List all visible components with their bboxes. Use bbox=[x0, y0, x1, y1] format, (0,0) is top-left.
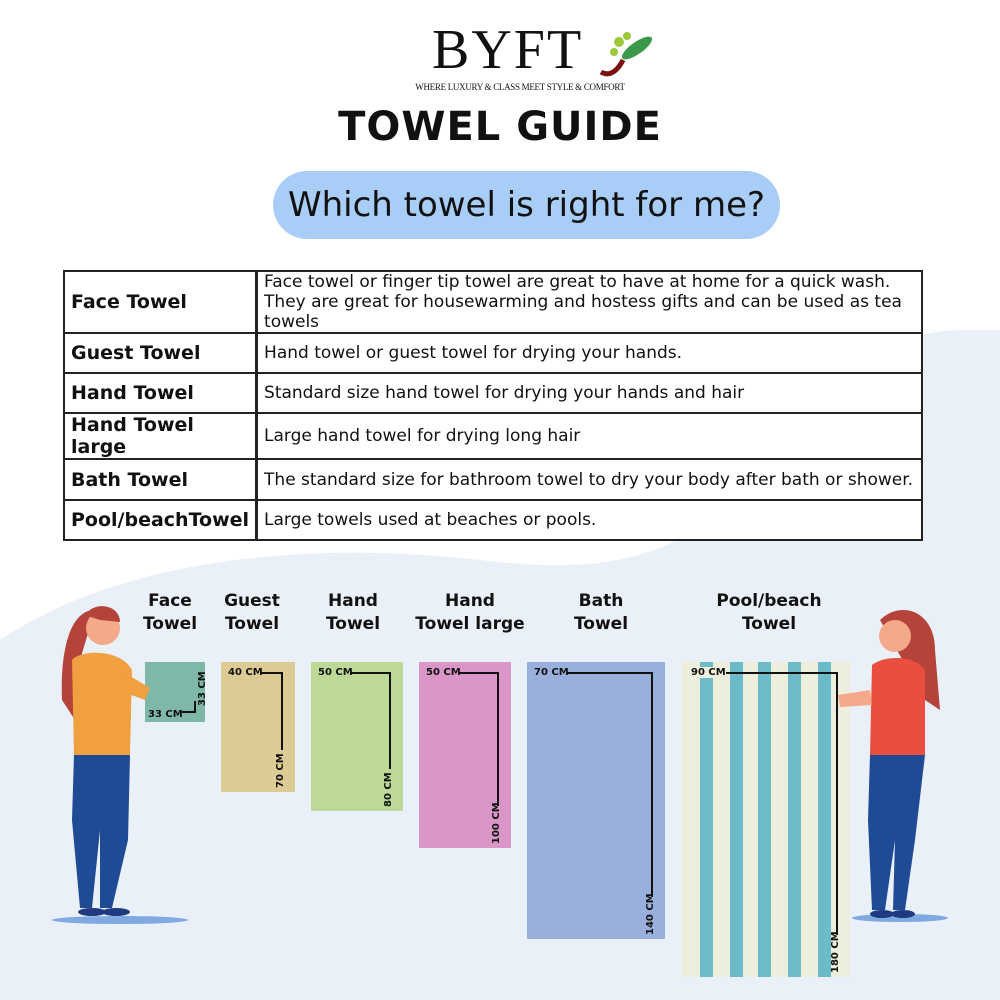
towel-name: Guest Towel bbox=[63, 332, 259, 374]
towel-label-line2: Towel bbox=[325, 614, 381, 634]
dimension-line bbox=[389, 672, 391, 769]
towel-5: 90 CM 180 CM bbox=[682, 662, 850, 977]
towel-label-line2: Towel large bbox=[415, 614, 525, 634]
towel-stripe bbox=[730, 662, 743, 977]
towel-0: 33 CM 33 CM bbox=[145, 662, 208, 722]
towel-4: 70 CM 140 CM bbox=[527, 662, 665, 939]
towel-label-line2: Towel bbox=[224, 614, 280, 634]
towel-name: Hand Towel bbox=[63, 372, 259, 414]
towel-name: Hand Towel large bbox=[63, 412, 259, 460]
towel-3: 50 CM 100 CM bbox=[419, 662, 511, 848]
dimension-line bbox=[194, 701, 196, 713]
subtitle-pill: Which towel is right for me? bbox=[273, 171, 780, 239]
width-label: 33 CM bbox=[148, 709, 183, 720]
leaf-icon bbox=[599, 32, 653, 77]
towel-stripe bbox=[788, 662, 801, 977]
length-label: 33 CM bbox=[197, 671, 208, 706]
length-label: 80 CM bbox=[383, 772, 394, 807]
towel-2: 50 CM 80 CM bbox=[311, 662, 403, 811]
towel-stripe bbox=[700, 662, 713, 977]
brand-tagline: WHERE LUXURY & CLASS MEET STYLE & COMFOR… bbox=[415, 82, 625, 92]
width-label: 50 CM bbox=[426, 667, 461, 678]
towel-label-line1: Hand bbox=[445, 591, 495, 611]
towel-1: 40 CM 70 CM bbox=[221, 662, 295, 792]
width-label: 40 CM bbox=[228, 667, 263, 678]
length-label: 100 CM bbox=[491, 802, 502, 844]
table-row: Hand Towel large Large hand towel for dry… bbox=[63, 412, 924, 460]
page-title: TOWEL GUIDE bbox=[338, 104, 662, 150]
towel-desc: Face towel or finger tip towel are great… bbox=[255, 270, 924, 334]
width-label: 70 CM bbox=[534, 667, 569, 678]
towel-label-line1: Bath bbox=[578, 591, 624, 611]
towel-label: Guest Towel bbox=[182, 590, 322, 636]
table-row: Guest Towel Hand towel or guest towel for… bbox=[63, 332, 924, 374]
width-label: 90 CM bbox=[689, 667, 728, 678]
towel-desc: Hand towel or guest towel for drying you… bbox=[255, 332, 924, 374]
towel-table: Face Towel Face towel or finger tip towel… bbox=[63, 270, 924, 541]
dimension-line bbox=[497, 672, 499, 806]
towel-label: Face Towel bbox=[100, 590, 240, 636]
towel-label: Bath Towel bbox=[531, 590, 671, 636]
length-label: 70 CM bbox=[275, 753, 286, 788]
towel-stripe bbox=[758, 662, 771, 977]
towel-desc: Large hand towel for drying long hair bbox=[255, 412, 924, 460]
towel-label-line1: Hand bbox=[328, 591, 378, 611]
towel-label-line1: Face bbox=[148, 591, 192, 611]
towel-label: Pool/beach Towel bbox=[699, 590, 839, 636]
towel-name: Face Towel bbox=[63, 270, 259, 334]
towel-label-line2: Towel bbox=[142, 614, 198, 634]
towel-label-line2: Towel bbox=[573, 614, 629, 634]
towel-label: Hand Towel large bbox=[400, 590, 540, 636]
dimension-line bbox=[459, 672, 497, 674]
table-row: Face Towel Face towel or finger tip towel… bbox=[63, 270, 924, 334]
towel-label-line1: Pool/beach bbox=[716, 591, 822, 611]
towel-desc: Standard size hand towel for drying your… bbox=[255, 372, 924, 414]
brand-logo: BYFT bbox=[432, 19, 584, 81]
towel-stripe bbox=[818, 662, 831, 977]
towel-label-line2: Towel bbox=[741, 614, 797, 634]
dimension-line bbox=[726, 672, 836, 674]
dimension-line bbox=[261, 672, 281, 674]
towel-desc: The standard size for bathroom towel to … bbox=[255, 458, 924, 501]
table-row: Bath Towel The standard size for bathroom… bbox=[63, 458, 924, 501]
towel-name: Pool/beachTowel bbox=[63, 499, 259, 541]
dimension-line bbox=[351, 672, 389, 674]
dimension-line bbox=[651, 672, 653, 897]
width-label: 50 CM bbox=[318, 667, 353, 678]
table-row: Pool/beachTowel Large towels used at beac… bbox=[63, 499, 924, 541]
towel-label: Hand Towel bbox=[283, 590, 423, 636]
dimension-line bbox=[281, 672, 283, 750]
dimension-line bbox=[567, 672, 651, 674]
length-label: 140 CM bbox=[645, 893, 656, 935]
table-row: Hand Towel Standard size hand towel for d… bbox=[63, 372, 924, 414]
dimension-line bbox=[182, 711, 196, 713]
dimension-line bbox=[836, 672, 838, 935]
towel-name: Bath Towel bbox=[63, 458, 259, 501]
length-label: 180 CM bbox=[830, 931, 841, 973]
towel-label-line1: Guest bbox=[224, 591, 280, 611]
towel-desc: Large towels used at beaches or pools. bbox=[255, 499, 924, 541]
